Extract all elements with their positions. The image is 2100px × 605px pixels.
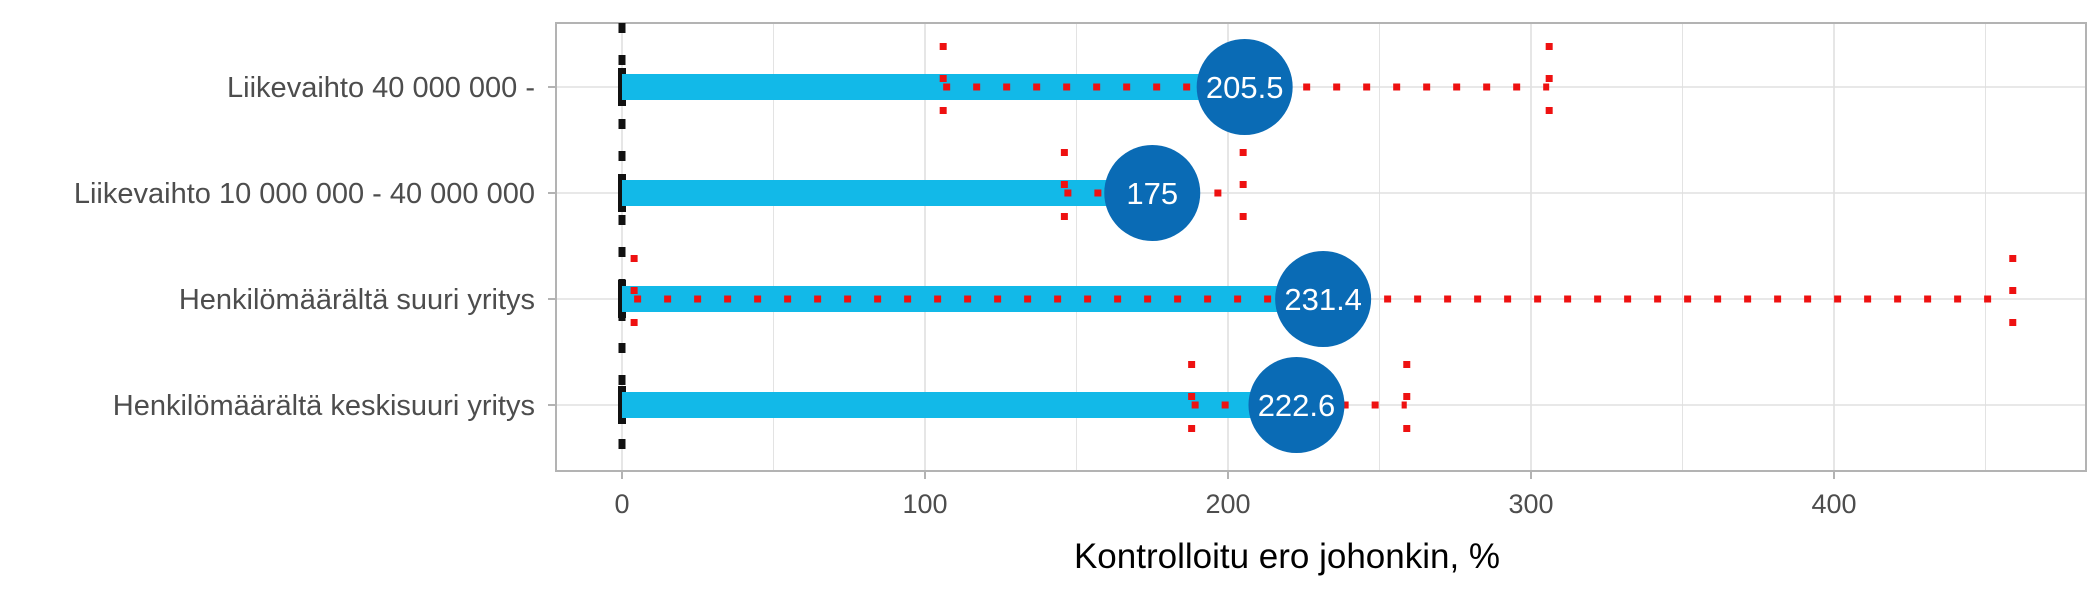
y-axis: Liikevaihto 40 000 000 - Liikevaihto 10 0…: [74, 72, 556, 422]
bars: [622, 74, 1324, 418]
point: [1104, 145, 1201, 241]
point: [1196, 39, 1293, 135]
point: [1275, 251, 1372, 347]
x-tick-label: 400: [1811, 489, 1856, 519]
value-label: 222.6: [1258, 388, 1336, 423]
value-label: 231.4: [1284, 282, 1362, 317]
bar: [622, 392, 1297, 418]
plot-border: [555, 22, 2087, 472]
bar: [622, 180, 1153, 206]
x-axis-title: Kontrolloitu ero johonkin, %: [1074, 537, 1500, 576]
y-tick-label: Henkilömäärältä suuri yritys: [179, 284, 535, 316]
x-tick-label: 100: [902, 489, 947, 519]
y-tick-label: Henkilömäärältä keskisuuri yritys: [113, 390, 535, 422]
point: [1248, 357, 1345, 453]
bar: [622, 74, 1245, 100]
value-label: 205.5: [1206, 70, 1284, 105]
value-label: 175: [1126, 176, 1178, 211]
x-tick-label: 200: [1205, 489, 1250, 519]
x-tick-label: 300: [1508, 489, 1553, 519]
y-tick-label: Liikevaihto 40 000 000 -: [227, 72, 535, 104]
points: 205.5 175 231.4 222.6: [1104, 39, 1372, 453]
x-tick-label: 0: [614, 489, 629, 519]
x-axis: 0 100 200 300 400: [614, 471, 1857, 519]
y-tick-label: Liikevaihto 10 000 000 - 40 000 000: [74, 178, 535, 210]
